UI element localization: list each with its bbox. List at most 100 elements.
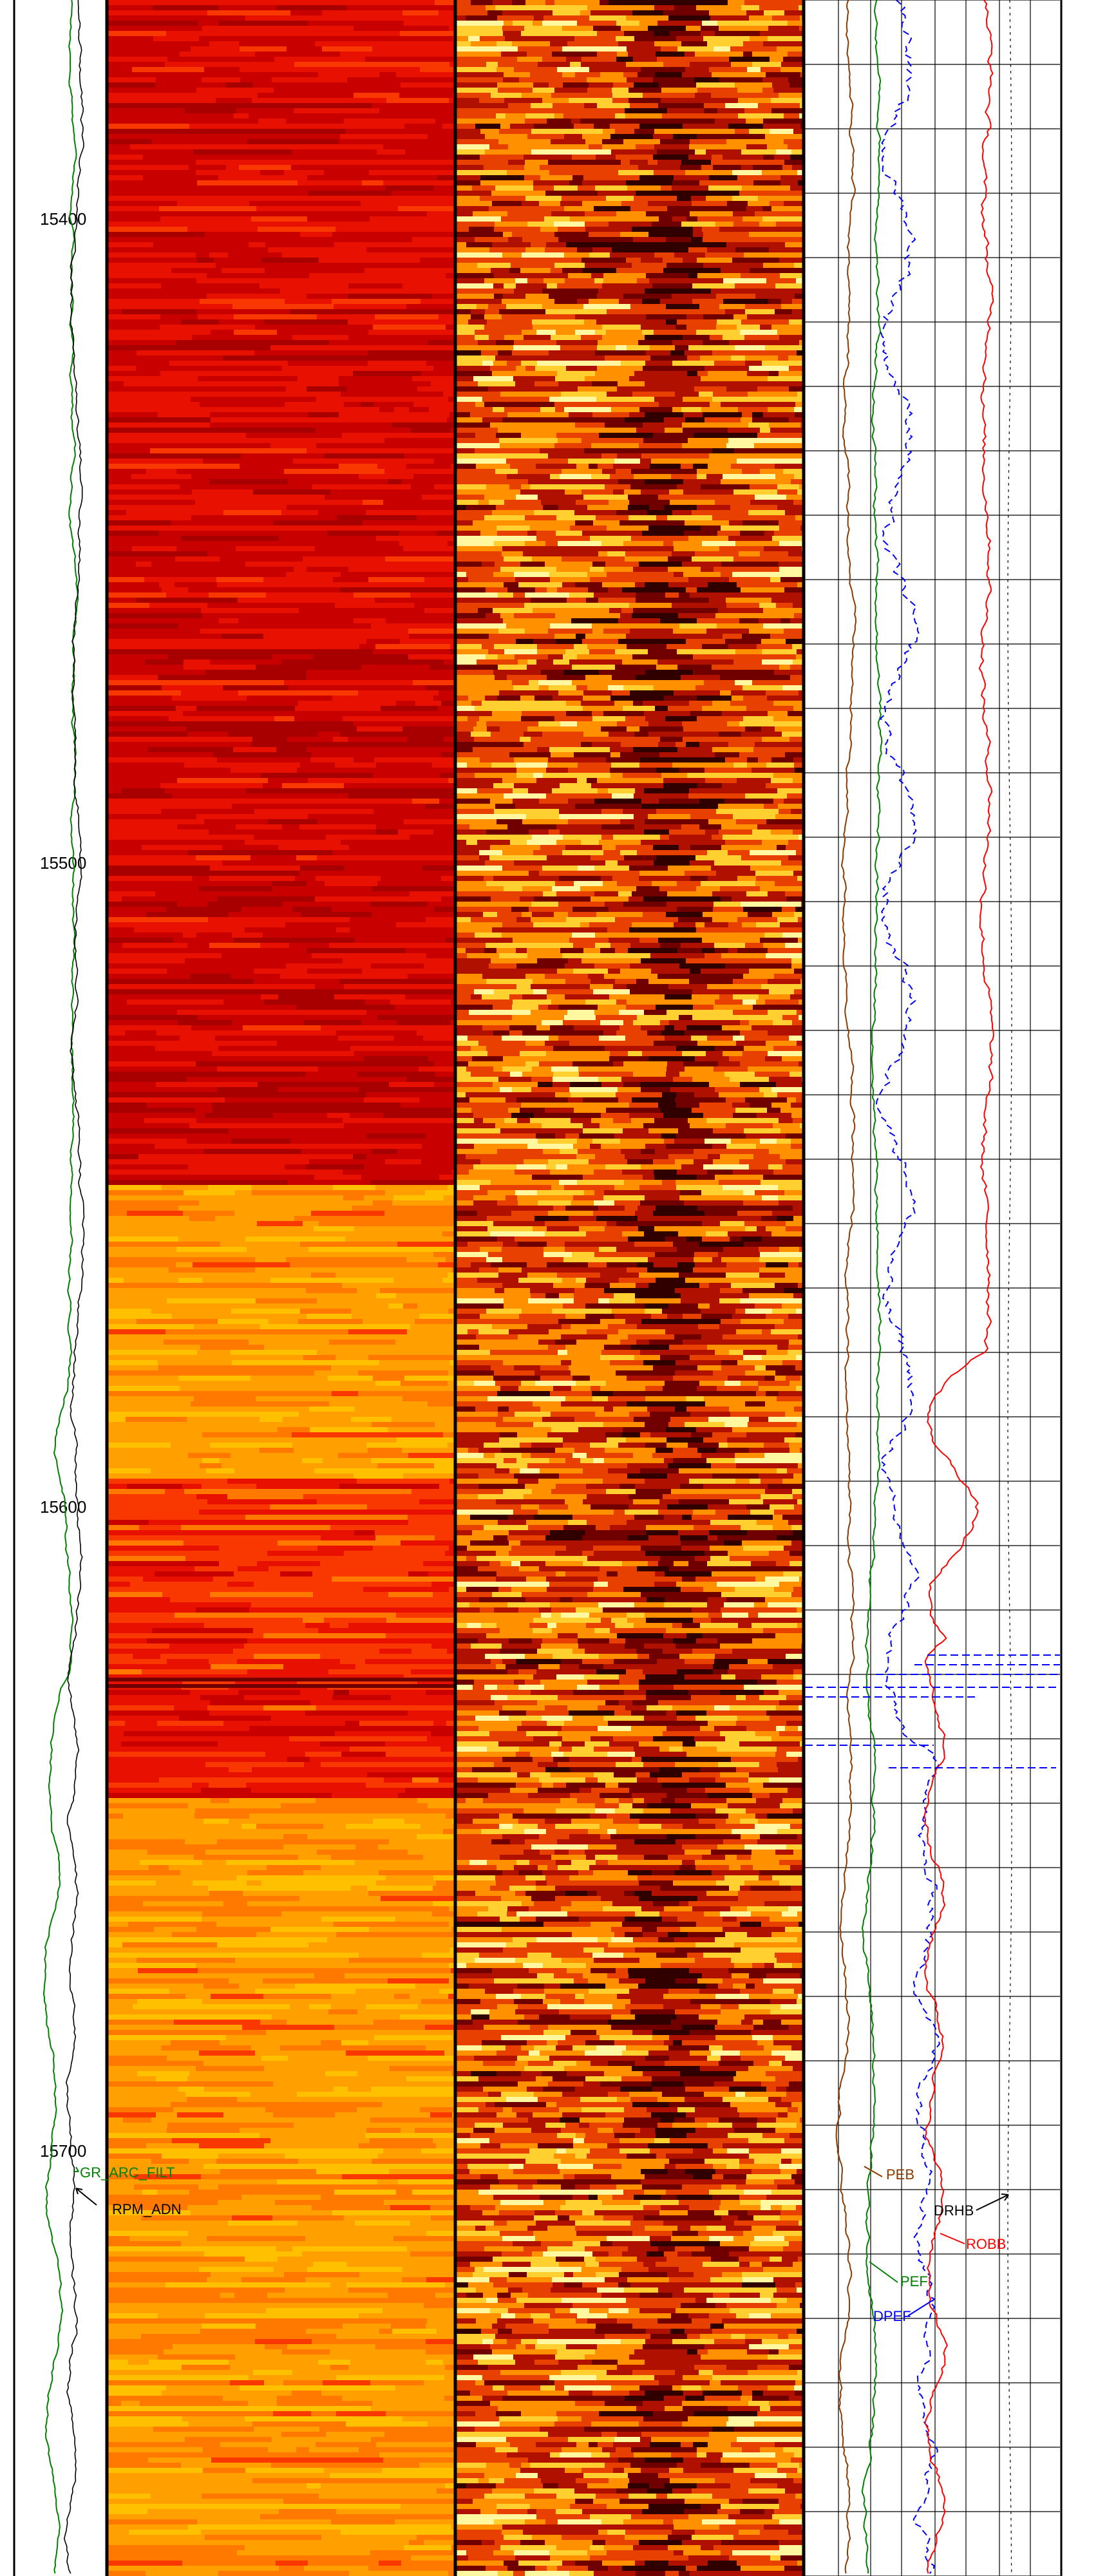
image-cell bbox=[222, 953, 312, 959]
image-cell bbox=[150, 726, 186, 732]
image-cell bbox=[743, 52, 752, 57]
image-cell bbox=[153, 1293, 253, 1299]
image-cell bbox=[194, 1396, 256, 1402]
image-cell bbox=[717, 531, 740, 536]
image-cell bbox=[321, 1535, 375, 1541]
image-cell bbox=[616, 469, 631, 475]
image-cell bbox=[259, 278, 276, 284]
image-cell bbox=[433, 1252, 454, 1258]
image-cell bbox=[781, 62, 802, 68]
image-cell bbox=[673, 629, 706, 634]
image-cell bbox=[299, 1896, 381, 1902]
image-cell bbox=[354, 1473, 381, 1479]
image-cell bbox=[108, 5, 153, 11]
image-cell bbox=[437, 2488, 454, 2494]
image-cell bbox=[728, 654, 741, 660]
image-cell bbox=[276, 278, 370, 284]
image-cell bbox=[142, 1396, 194, 1402]
image-cell bbox=[389, 1839, 444, 1845]
image-cell bbox=[317, 314, 331, 320]
image-cell bbox=[421, 1159, 454, 1165]
image-cell bbox=[171, 2102, 208, 2108]
image-cell bbox=[161, 1370, 229, 1376]
image-cell bbox=[752, 417, 789, 423]
image-cell bbox=[677, 453, 709, 459]
image-cell bbox=[108, 319, 181, 325]
image-cell bbox=[562, 582, 575, 588]
image-cell bbox=[366, 1783, 454, 1788]
image-cell bbox=[478, 340, 496, 346]
image-cell bbox=[388, 129, 439, 135]
image-cell bbox=[171, 520, 232, 526]
image-cell bbox=[205, 881, 219, 887]
image-cell bbox=[575, 72, 600, 78]
image-cell bbox=[319, 556, 370, 562]
image-cell bbox=[484, 278, 495, 284]
image-cell bbox=[223, 381, 251, 387]
image-cell bbox=[191, 2210, 245, 2216]
image-cell bbox=[307, 2267, 402, 2273]
image-cell bbox=[294, 108, 379, 114]
image-cell bbox=[602, 325, 641, 330]
image-cell bbox=[391, 263, 454, 269]
image-cell bbox=[108, 1262, 176, 1268]
image-cell bbox=[697, 134, 730, 140]
image-cell bbox=[173, 2293, 220, 2298]
image-cell bbox=[583, 304, 630, 310]
image-cell bbox=[348, 541, 399, 547]
image-cell bbox=[672, 294, 716, 299]
image-cell bbox=[370, 2380, 424, 2386]
image-cell bbox=[162, 989, 202, 995]
image-cell bbox=[440, 536, 454, 542]
image-cell bbox=[108, 2334, 141, 2340]
image-cell bbox=[452, 1510, 454, 1515]
image-cell bbox=[175, 1195, 262, 1201]
image-cell bbox=[178, 1206, 216, 1211]
image-cell bbox=[428, 216, 454, 222]
image-cell bbox=[265, 2107, 357, 2113]
image-cell bbox=[160, 1654, 254, 1660]
image-cell bbox=[390, 2205, 430, 2211]
image-cell bbox=[239, 639, 282, 645]
image-cell bbox=[759, 603, 776, 609]
image-cell bbox=[203, 2133, 260, 2139]
image-cell bbox=[251, 1376, 328, 1381]
image-cell bbox=[701, 402, 710, 408]
image-cell bbox=[556, 567, 590, 573]
image-cell bbox=[108, 1726, 148, 1732]
image-cell bbox=[381, 1473, 403, 1479]
image-cell bbox=[220, 2442, 316, 2448]
image-cell bbox=[176, 1118, 196, 1124]
image-cell bbox=[387, 804, 425, 810]
image-cell bbox=[712, 350, 753, 356]
image-cell bbox=[300, 2184, 390, 2190]
image-cell bbox=[305, 1710, 408, 1716]
image-cell bbox=[251, 1092, 304, 1098]
image-cell bbox=[108, 1803, 188, 1809]
image-cell bbox=[790, 185, 802, 191]
image-cell bbox=[540, 407, 555, 413]
image-cell bbox=[649, 505, 664, 511]
image-cell bbox=[566, 57, 582, 62]
image-cell bbox=[578, 113, 615, 119]
image-cell bbox=[319, 2427, 374, 2432]
image-cell bbox=[613, 314, 646, 320]
image-cell bbox=[682, 72, 712, 78]
image-cell bbox=[429, 2241, 454, 2247]
image-cell bbox=[108, 1334, 149, 1340]
image-cell bbox=[108, 2432, 198, 2438]
image-cell bbox=[108, 1170, 183, 1175]
image-cell bbox=[108, 2421, 189, 2427]
image-cell bbox=[405, 1788, 454, 1794]
image-cell bbox=[654, 397, 683, 402]
image-cell bbox=[284, 1123, 323, 1129]
image-cell bbox=[257, 1953, 340, 1958]
image-cell bbox=[781, 443, 791, 449]
image-cell bbox=[722, 649, 735, 655]
image-cell bbox=[769, 556, 788, 562]
image-cell bbox=[356, 2257, 413, 2262]
image-cell bbox=[237, 2550, 271, 2556]
image-cell bbox=[437, 175, 454, 181]
image-cell bbox=[763, 118, 802, 124]
image-cell bbox=[366, 185, 385, 191]
